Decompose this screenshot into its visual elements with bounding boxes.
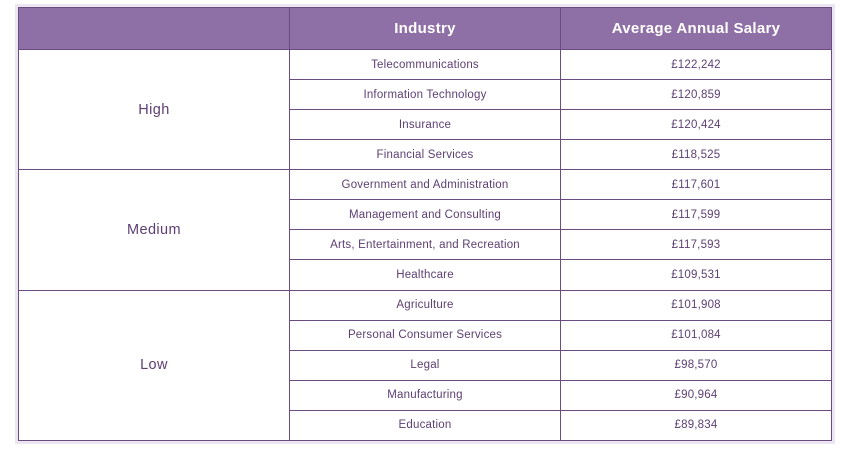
industry-cell: Telecommunications xyxy=(289,48,561,81)
industry-cell: Healthcare xyxy=(289,259,561,291)
salary-cell: £89,834 xyxy=(560,409,832,442)
table-row: Information Technology £120,859 xyxy=(19,79,832,111)
salary-cell: £117,593 xyxy=(560,229,832,261)
table-row: Management and Consulting £117,599 xyxy=(19,199,832,231)
industry-cell: Legal xyxy=(289,349,561,381)
header-cell-category xyxy=(18,7,290,50)
salary-cell: £90,964 xyxy=(560,379,832,411)
industry-cell: Insurance xyxy=(289,109,561,141)
table-row: High Telecommunications £122,242 xyxy=(18,48,832,171)
table-row: Insurance £120,424 xyxy=(19,109,832,141)
table-row: Manufacturing £90,964 xyxy=(19,379,832,411)
salary-cell: £101,908 xyxy=(560,289,832,321)
salary-cell: £120,859 xyxy=(560,79,832,111)
table-row: Financial Services £118,525 xyxy=(19,139,832,171)
category-cell-high: High xyxy=(18,48,290,171)
header-cell-industry: Industry xyxy=(289,7,561,50)
industry-cell: Education xyxy=(289,409,561,442)
salary-cell: £117,601 xyxy=(560,169,832,201)
table-row: Education £89,834 xyxy=(19,409,832,442)
table-body: High Telecommunications £122,242 Informa… xyxy=(18,48,832,442)
industry-cell: Arts, Entertainment, and Recreation xyxy=(289,229,561,261)
salary-cell: £117,599 xyxy=(560,199,832,231)
industry-cell: Management and Consulting xyxy=(289,199,561,231)
salary-cell: £101,084 xyxy=(560,319,832,351)
salary-cell: £120,424 xyxy=(560,109,832,141)
industry-cell: Manufacturing xyxy=(289,379,561,411)
industry-cell: Financial Services xyxy=(289,139,561,171)
industry-cell: Agriculture xyxy=(289,289,561,321)
salary-cell: £109,531 xyxy=(560,259,832,291)
industry-cell: Personal Consumer Services xyxy=(289,319,561,351)
table-row: Healthcare £109,531 xyxy=(19,259,832,291)
salary-table: Industry Average Annual Salary High Tele… xyxy=(18,7,832,442)
category-cell-low: Low xyxy=(18,289,290,441)
salary-cell: £98,570 xyxy=(560,349,832,381)
table-row: Low Agriculture £101,908 xyxy=(18,289,832,441)
industry-cell: Government and Administration xyxy=(289,169,561,201)
salary-cell: £122,242 xyxy=(560,48,832,81)
table-row: Medium Government and Administration £11… xyxy=(18,169,832,291)
header-row: Industry Average Annual Salary xyxy=(18,7,832,50)
header-cell-salary: Average Annual Salary xyxy=(560,7,832,50)
table-header: Industry Average Annual Salary xyxy=(18,7,832,50)
category-cell-medium: Medium xyxy=(18,169,290,291)
salary-cell: £118,525 xyxy=(560,139,832,171)
industry-cell: Information Technology xyxy=(289,79,561,111)
table-row: Legal £98,570 xyxy=(19,349,832,381)
table-row: Personal Consumer Services £101,084 xyxy=(19,319,832,351)
table-row: Arts, Entertainment, and Recreation £117… xyxy=(19,229,832,261)
